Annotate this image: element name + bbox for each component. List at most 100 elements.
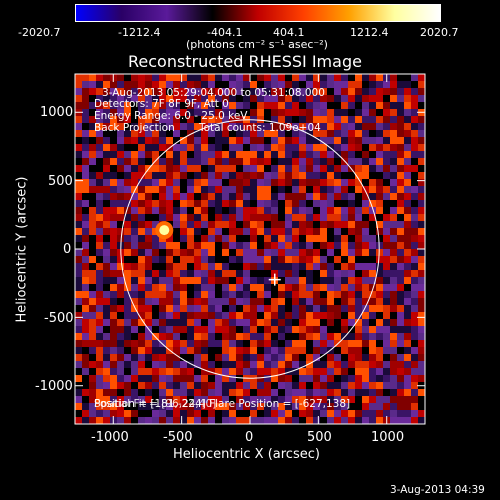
noise-pixel xyxy=(390,368,397,375)
noise-pixel xyxy=(75,291,82,298)
noise-pixel xyxy=(82,137,89,144)
noise-pixel xyxy=(215,417,222,424)
noise-pixel xyxy=(341,263,348,270)
noise-pixel xyxy=(131,389,138,396)
noise-pixel xyxy=(117,340,124,347)
noise-pixel xyxy=(145,368,152,375)
noise-pixel xyxy=(327,368,334,375)
noise-pixel xyxy=(194,312,201,319)
noise-pixel xyxy=(236,340,243,347)
noise-pixel xyxy=(173,340,180,347)
noise-pixel xyxy=(243,221,250,228)
noise-pixel xyxy=(390,172,397,179)
noise-pixel xyxy=(271,410,278,417)
noise-pixel xyxy=(117,298,124,305)
noise-pixel xyxy=(320,109,327,116)
noise-pixel xyxy=(383,235,390,242)
noise-pixel xyxy=(222,137,229,144)
noise-pixel xyxy=(257,277,264,284)
noise-pixel xyxy=(250,130,257,137)
noise-pixel xyxy=(327,88,334,95)
noise-pixel xyxy=(117,389,124,396)
noise-pixel xyxy=(103,249,110,256)
noise-pixel xyxy=(341,382,348,389)
noise-pixel xyxy=(418,340,425,347)
noise-pixel xyxy=(383,207,390,214)
noise-pixel xyxy=(369,305,376,312)
noise-pixel xyxy=(145,312,152,319)
noise-pixel xyxy=(236,291,243,298)
noise-pixel xyxy=(236,144,243,151)
noise-pixel xyxy=(82,221,89,228)
noise-pixel xyxy=(110,221,117,228)
noise-pixel xyxy=(327,200,334,207)
noise-pixel xyxy=(334,291,341,298)
noise-pixel xyxy=(173,214,180,221)
noise-pixel xyxy=(362,396,369,403)
noise-pixel xyxy=(152,151,159,158)
noise-pixel xyxy=(355,81,362,88)
noise-pixel xyxy=(173,347,180,354)
noise-pixel xyxy=(271,319,278,326)
noise-pixel xyxy=(369,172,376,179)
noise-pixel xyxy=(201,74,208,81)
noise-pixel xyxy=(383,333,390,340)
noise-pixel xyxy=(166,256,173,263)
noise-pixel xyxy=(320,235,327,242)
noise-pixel xyxy=(103,74,110,81)
noise-pixel xyxy=(180,130,187,137)
noise-pixel xyxy=(187,186,194,193)
noise-pixel xyxy=(257,172,264,179)
noise-pixel xyxy=(306,389,313,396)
noise-pixel xyxy=(201,130,208,137)
noise-pixel xyxy=(306,396,313,403)
noise-pixel xyxy=(138,172,145,179)
noise-pixel xyxy=(341,312,348,319)
noise-pixel xyxy=(320,354,327,361)
noise-pixel xyxy=(264,95,271,102)
noise-pixel xyxy=(418,417,425,424)
noise-pixel xyxy=(180,382,187,389)
noise-pixel xyxy=(145,144,152,151)
noise-pixel xyxy=(194,95,201,102)
noise-pixel xyxy=(390,396,397,403)
noise-pixel xyxy=(243,347,250,354)
noise-pixel xyxy=(180,368,187,375)
noise-pixel xyxy=(236,123,243,130)
noise-pixel xyxy=(89,291,96,298)
noise-pixel xyxy=(292,284,299,291)
noise-pixel xyxy=(383,361,390,368)
noise-pixel xyxy=(215,228,222,235)
noise-pixel xyxy=(355,368,362,375)
noise-pixel xyxy=(138,214,145,221)
noise-pixel xyxy=(264,81,271,88)
noise-pixel xyxy=(418,242,425,249)
noise-pixel xyxy=(89,305,96,312)
noise-pixel xyxy=(138,326,145,333)
noise-pixel xyxy=(376,207,383,214)
noise-pixel xyxy=(264,235,271,242)
noise-pixel xyxy=(264,186,271,193)
noise-pixel xyxy=(383,151,390,158)
noise-pixel xyxy=(264,172,271,179)
noise-pixel xyxy=(82,298,89,305)
noise-pixel xyxy=(229,298,236,305)
noise-pixel xyxy=(250,263,257,270)
noise-pixel xyxy=(243,319,250,326)
noise-pixel xyxy=(124,340,131,347)
noise-pixel xyxy=(187,242,194,249)
noise-pixel xyxy=(355,417,362,424)
noise-pixel xyxy=(117,81,124,88)
noise-pixel xyxy=(236,410,243,417)
noise-pixel xyxy=(159,109,166,116)
noise-pixel xyxy=(117,347,124,354)
noise-pixel xyxy=(292,200,299,207)
noise-pixel xyxy=(82,102,89,109)
noise-pixel xyxy=(138,137,145,144)
noise-pixel xyxy=(215,81,222,88)
noise-pixel xyxy=(222,284,229,291)
noise-pixel xyxy=(355,95,362,102)
noise-pixel xyxy=(313,410,320,417)
noise-pixel xyxy=(404,235,411,242)
noise-pixel xyxy=(320,144,327,151)
